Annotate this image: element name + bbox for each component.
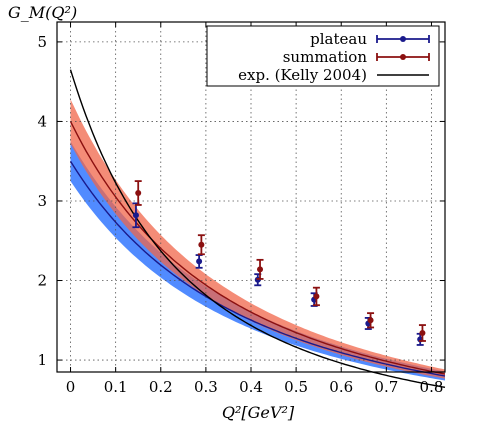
data-point (256, 258, 264, 280)
legend-marker (400, 54, 406, 60)
data-point (197, 234, 205, 256)
data-points (132, 180, 426, 346)
data-point (367, 312, 375, 329)
y-tick-label: 5 (37, 33, 47, 51)
x-tick-label: 0.2 (149, 378, 173, 396)
point-marker (135, 190, 142, 197)
y-tick-label: 2 (37, 272, 47, 290)
point-marker (132, 212, 139, 219)
y-tick-label: 1 (37, 351, 47, 369)
x-tick-label: 0.8 (420, 378, 444, 396)
x-axis-label: Q²[GeV²] (222, 403, 295, 422)
x-tick-label: 0 (66, 378, 76, 396)
legend-label: exp. (Kelly 2004) (238, 66, 367, 84)
band-plateau (70, 141, 445, 381)
x-tick-label: 0.5 (284, 378, 308, 396)
curve-summation (69, 121, 446, 375)
point-marker (367, 317, 374, 324)
point-marker (257, 266, 264, 273)
data-point (418, 324, 426, 342)
point-marker (198, 241, 205, 248)
point-marker (419, 330, 426, 337)
y-tick-label: 3 (37, 192, 47, 210)
data-point (312, 286, 320, 307)
fit-curves (69, 69, 446, 388)
x-tick-label: 0.4 (239, 378, 263, 396)
data-point (195, 254, 203, 269)
x-tick-label: 0.7 (374, 378, 398, 396)
point-marker (196, 258, 203, 265)
x-tick-label: 0.6 (329, 378, 353, 396)
error-bands (70, 99, 445, 381)
axis-ticks: 0 0.1 0.2 0.3 0.4 0.5 0.6 0.7 0.8 1 2 3 4 5 (37, 22, 445, 396)
x-tick-label: 0.3 (194, 378, 218, 396)
y-tick-label: 4 (37, 112, 47, 130)
y-axis-label: G_M(Q²) (8, 3, 77, 22)
legend-marker (400, 36, 406, 42)
data-point (132, 202, 140, 229)
x-tick-label: 0.1 (104, 378, 128, 396)
legend-label: plateau (310, 30, 367, 48)
data-point (134, 180, 142, 206)
curve-plateau (69, 160, 446, 377)
curve-exp. (Kelly 2004) (69, 69, 446, 388)
point-marker (313, 293, 320, 300)
legend-label: summation (283, 48, 368, 66)
